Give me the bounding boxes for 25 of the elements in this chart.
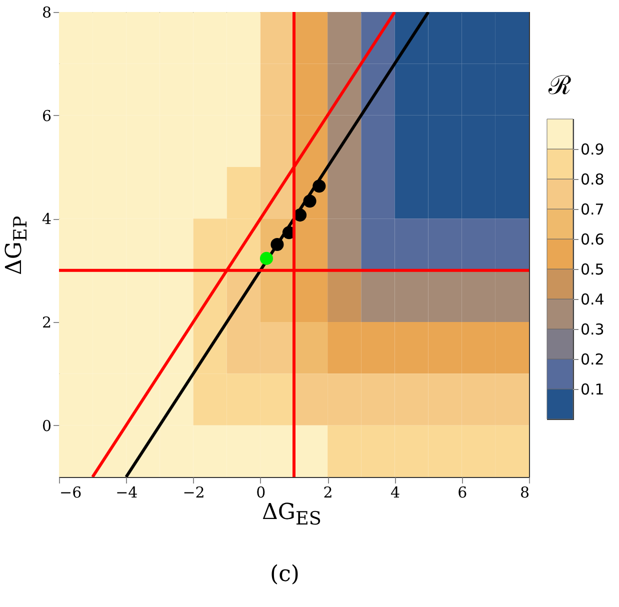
- color-bar-label: 0.2: [580, 350, 604, 368]
- x-tick-label: −2: [182, 484, 205, 502]
- x-tick-label: 2: [323, 484, 333, 502]
- x-axis-title: ΔG$_{ES}$: [262, 500, 322, 530]
- x-tick-label: 8: [520, 484, 530, 502]
- y-tick-label: 8: [42, 4, 52, 22]
- color-bar-label: 0.9: [580, 140, 604, 158]
- color-bar-label: 0.5: [580, 260, 604, 278]
- x-tick-label: −4: [116, 484, 138, 502]
- y-tick-label: 0: [42, 416, 52, 435]
- x-tick-label: −6: [60, 484, 82, 502]
- y-tick-label: 2: [42, 314, 52, 332]
- color-bar-label: 0.3: [580, 320, 604, 338]
- color-bar-label: 0.7: [580, 200, 604, 218]
- x-tick-label: 4: [390, 484, 400, 502]
- y-tick-label: 4: [42, 210, 52, 228]
- color-bar-label: 0.8: [580, 170, 604, 188]
- color-bar-label: 0.4: [580, 290, 604, 308]
- x-tick-label: 6: [458, 484, 468, 502]
- y-tick-label: 6: [42, 106, 52, 125]
- color-bar-label: 0.1: [580, 380, 604, 398]
- x-tick-label: 0: [256, 484, 266, 502]
- color-bar-title: ℛ: [548, 70, 572, 101]
- text: (c): [270, 562, 300, 587]
- color-bar-label: 0.6: [580, 230, 604, 248]
